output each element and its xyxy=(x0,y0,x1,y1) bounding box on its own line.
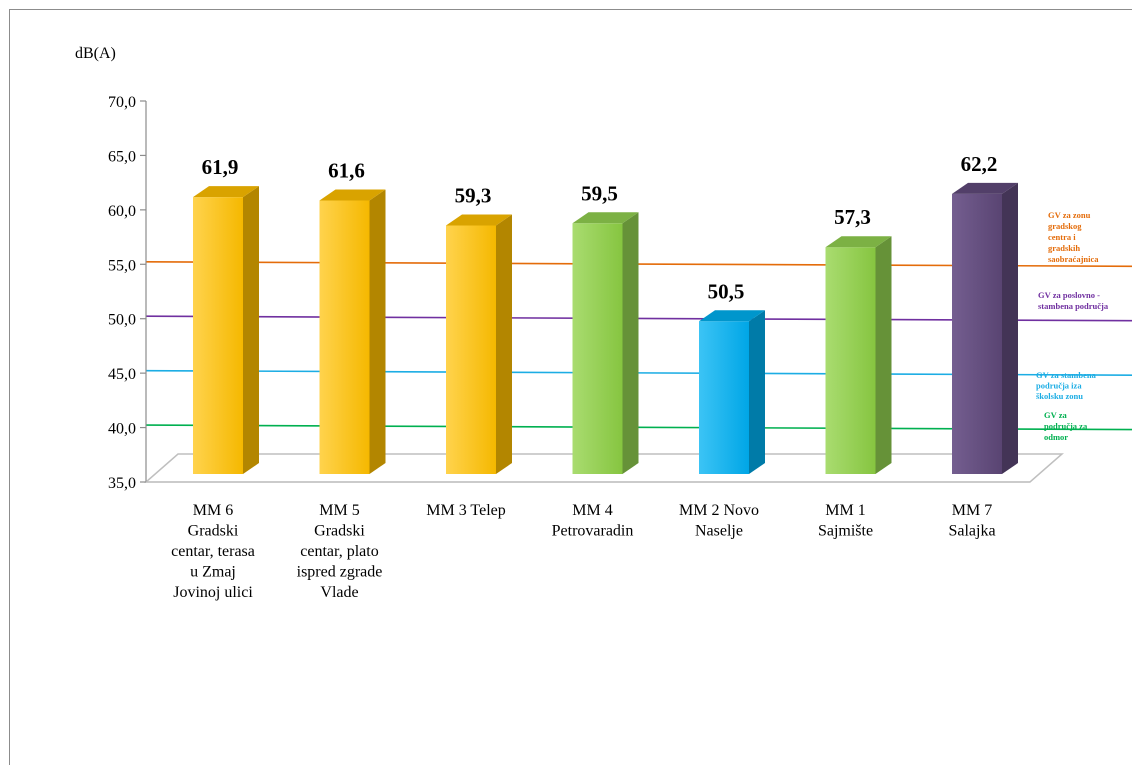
bar-side xyxy=(369,189,386,474)
category-label: MM 1 Sajmište xyxy=(818,502,873,540)
bar-top xyxy=(446,214,512,226)
bar-side xyxy=(622,212,639,475)
y-tick-label: 35,0 xyxy=(108,475,136,492)
y-tick-label: 70,0 xyxy=(108,94,136,111)
y-tick-label: 65,0 xyxy=(108,148,136,165)
reference-label: GV za područja za odmor xyxy=(1044,410,1088,442)
bar-side xyxy=(875,236,892,474)
bar-top xyxy=(572,212,639,224)
bar-front xyxy=(193,197,243,474)
y-tick-label: 50,0 xyxy=(108,312,136,329)
bar-top xyxy=(699,310,765,322)
bar-side xyxy=(1002,182,1018,474)
data-label: 61,9 xyxy=(202,155,239,179)
bar-side xyxy=(749,310,765,474)
category-label: MM 2 Novo Naselje xyxy=(679,502,759,540)
y-axis: 35,0 40,0 45,0 50,0 55,0 60,0 65,0 70,0 xyxy=(108,94,1030,492)
reference-labels: GV za zonu gradskog centra i gradskih saobra… xyxy=(1036,210,1109,442)
data-label: 62,2 xyxy=(961,152,998,176)
data-label: 57,3 xyxy=(834,205,871,229)
reference-label: GV za poslovno -stambena područja xyxy=(1038,290,1109,311)
chart-frame xyxy=(9,9,1132,765)
bar-front xyxy=(825,247,876,474)
bar-front xyxy=(319,200,370,474)
y-tick-label: 55,0 xyxy=(108,257,136,274)
data-label: 59,3 xyxy=(455,183,492,207)
bar xyxy=(825,236,892,474)
bar-front xyxy=(446,225,496,474)
bar-top xyxy=(825,236,892,248)
bar-front xyxy=(699,321,749,474)
bar xyxy=(446,214,512,474)
bar xyxy=(699,310,765,474)
bar-top xyxy=(193,186,259,198)
y-tick-label: 60,0 xyxy=(108,203,136,220)
data-label: 61,6 xyxy=(328,158,365,182)
data-labels: 61,9 61,6 59,3 59,5 50,5 57,3 62,2 xyxy=(202,152,998,303)
bar-front xyxy=(572,223,623,474)
category-label: MM 5 Gradski centar, plato ispred zgrade Vla… xyxy=(297,502,383,601)
bar-side xyxy=(496,214,512,474)
reference-label: GV za zonu gradskog centra i gradskih saobra… xyxy=(1048,210,1099,264)
bar-top xyxy=(319,189,386,201)
category-labels: MM 6 Gradski centar, terasa u Zmaj Jovinoj u… xyxy=(171,502,995,601)
bar-front xyxy=(952,193,1002,474)
y-tick-label: 45,0 xyxy=(108,366,136,383)
category-label: MM 7 Salajka xyxy=(948,502,995,540)
bar-side xyxy=(243,186,259,474)
y-tick-label: 40,0 xyxy=(108,421,136,438)
category-label: MM 3 Telep xyxy=(426,502,505,519)
bars xyxy=(193,182,1018,475)
category-label: MM 4 Petrovaradin xyxy=(552,502,634,540)
bar-top xyxy=(952,182,1018,194)
data-label: 50,5 xyxy=(708,279,745,303)
bar xyxy=(193,186,259,474)
bar xyxy=(572,212,639,475)
bar xyxy=(952,182,1018,474)
reference-label: GV za stambena područja iza školsku zonu xyxy=(1036,370,1097,401)
data-label: 59,5 xyxy=(581,181,618,205)
bar xyxy=(319,189,386,474)
category-label: MM 6 Gradski centar, terasa u Zmaj Jovinoj u… xyxy=(171,502,255,601)
y-axis-label: dB(A) xyxy=(75,45,116,62)
